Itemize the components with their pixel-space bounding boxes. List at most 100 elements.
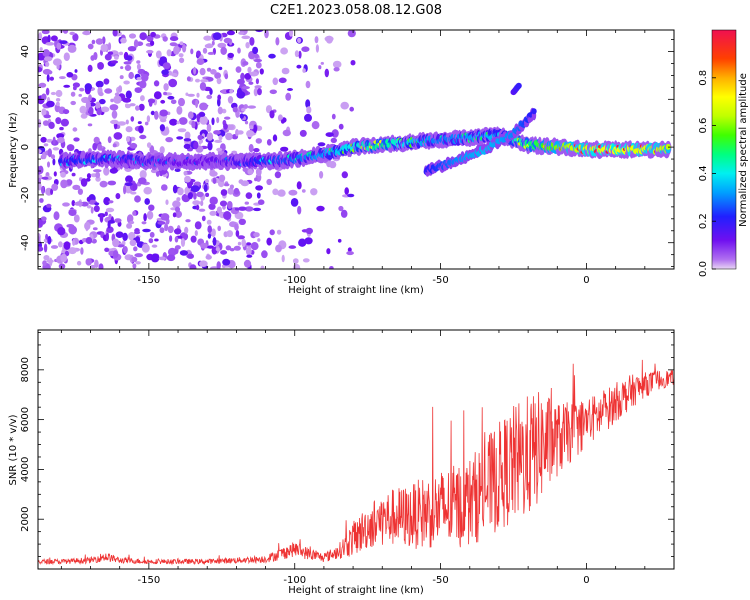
spectrogram-noise-cell — [122, 232, 128, 241]
spectrogram-noise-cell — [244, 73, 252, 80]
spectrogram-noise-cell — [257, 238, 261, 242]
spectrogram-noise-cell — [108, 200, 114, 204]
spectrogram-noise-cell — [163, 83, 169, 91]
spectrogram-noise-cell — [106, 226, 114, 233]
spectrogram-noise-cell — [58, 263, 66, 269]
spectrogram-noise-cell — [176, 136, 184, 140]
spectrogram-noise-cell — [45, 61, 50, 67]
spectrogram-noise-cell — [329, 266, 334, 269]
spectrogram-noise-cell — [224, 116, 231, 120]
spectrogram-noise-cell — [115, 231, 124, 238]
spectrogram-noise-cell — [159, 146, 165, 154]
snr-frame — [37, 329, 675, 570]
y-tick-label: 2000 — [20, 506, 31, 531]
spectrogram-noise-cell — [132, 210, 137, 216]
spectrogram-noise-cell — [289, 30, 293, 37]
spectrogram-noise-cell — [104, 53, 112, 61]
spectrogram-noise-cell — [199, 112, 206, 117]
spectrogram-noise-cell — [302, 258, 310, 263]
spectrogram-noise-cell — [255, 185, 263, 191]
spectrogram-noise-cell — [187, 111, 194, 119]
spectrogram-noise-cell — [62, 109, 70, 115]
spectrogram-noise-cell — [246, 254, 253, 258]
spectrogram-noise-cell — [93, 136, 100, 144]
spectrogram-noise-cell — [38, 218, 43, 228]
snr-x-label: Height of straight line (km) — [288, 585, 424, 596]
spectrogram-noise-cell — [123, 61, 132, 65]
spectrogram-noise-cell — [299, 129, 307, 137]
spectrogram-noise-cell — [137, 121, 142, 125]
spectrogram-noise-cell — [183, 143, 191, 150]
spectrogram-noise-cell — [183, 138, 192, 142]
spectrogram-noise-cell — [179, 41, 184, 46]
spectrogram-noise-cell — [85, 258, 92, 266]
spectrogram-noise-cell — [161, 184, 168, 191]
spectrogram-noise-cell — [51, 183, 59, 191]
spectrogram-noise-cell — [214, 139, 223, 143]
spectrogram-noise-cell — [58, 241, 63, 248]
spectrogram-noise-cell — [211, 246, 218, 255]
spectrogram-noise-cell — [332, 60, 342, 69]
spectrogram-noise-cell — [213, 130, 221, 135]
spectrogram-noise-cell — [117, 121, 126, 126]
spectrogram-noise-cell — [231, 150, 238, 154]
spectrogram-noise-cell — [212, 177, 217, 184]
spectrogram-noise-cell — [126, 136, 130, 143]
spectrogram-noise-cell — [169, 42, 178, 47]
spectrogram-noise-cell — [319, 171, 324, 179]
spectrogram-noise-cell — [53, 171, 57, 177]
spectrogram-noise-cell — [175, 210, 182, 218]
spectrogram-noise-cell — [191, 120, 196, 129]
colorbar-tick-label: 0.0 — [698, 261, 709, 277]
spectrogram-noise-cell — [287, 88, 293, 91]
spectrogram-noise-cell — [43, 243, 48, 253]
spectrogram-noise-cell — [38, 149, 42, 154]
spectrogram-noise-cell — [55, 101, 60, 107]
spectrogram-noise-cell — [131, 256, 138, 263]
spectrogram-noise-cell — [129, 220, 135, 225]
spectrogram-noise-cell — [221, 108, 227, 114]
spectrogram-noise-cell — [242, 167, 249, 173]
spectrogram-noise-cell — [222, 258, 231, 266]
spectrogram-noise-cell — [298, 50, 302, 59]
snr-y-ticks: 2000 4000 6000 8000 — [20, 332, 674, 570]
spectrogram-noise-cell — [150, 110, 155, 116]
spectrogram-noise-cell — [125, 119, 129, 125]
spectrogram-noise-cell — [110, 60, 118, 64]
spectrogram-noise-cell — [227, 201, 233, 209]
spectrogram-noise-cell — [157, 221, 166, 225]
spectrogram-noise-cell — [193, 141, 199, 150]
spectrogram-noise-cell — [141, 221, 147, 225]
spectrogram-noise-cell — [90, 264, 97, 269]
spectrogram-noise-cell — [139, 80, 147, 89]
spectrogram-noise-cell — [275, 37, 280, 46]
spectrogram-noise-cell — [326, 248, 331, 255]
spectrogram-noise-cell — [90, 55, 95, 61]
spectrogram-noise-cell — [60, 253, 68, 263]
spectrogram-noise-cell — [248, 144, 254, 153]
spectrogram-noise-cell — [103, 166, 110, 176]
spectrogram-noise-cell — [42, 260, 47, 266]
snr-y-label: SNR (10 * v/v) — [8, 414, 19, 485]
spectrogram-noise-cell — [92, 142, 98, 151]
spectrogram-noise-cell — [73, 86, 77, 91]
spectrogram-noise-cell — [146, 49, 154, 54]
spectrogram-noise-cell — [42, 68, 52, 75]
spectrogram-noise-cell — [200, 200, 204, 207]
spectrogram-noise-cell — [203, 184, 208, 193]
spectrogram-noise-cell — [124, 64, 132, 71]
spectrogram-noise-cell — [142, 228, 151, 233]
spectrogram-noise-cell — [315, 44, 319, 53]
spectrogram-noise-cell — [217, 225, 221, 231]
spectrogram-noise-cell — [246, 130, 254, 138]
spectrogram-noise-cell — [187, 93, 195, 97]
spectrogram-noise-cell — [182, 43, 187, 53]
spectrogram-noise-cell — [196, 50, 201, 57]
spectrogram-noise-cell — [253, 58, 262, 63]
spectrogram-noise-cell — [104, 211, 108, 217]
spectrogram-noise-cell — [306, 106, 312, 114]
spectrogram-noise-cell — [255, 138, 262, 144]
spectrogram-noise-cell — [98, 91, 104, 97]
spectrogram-noise-cell — [109, 104, 119, 111]
spectrogram-noise-cell — [257, 88, 262, 96]
